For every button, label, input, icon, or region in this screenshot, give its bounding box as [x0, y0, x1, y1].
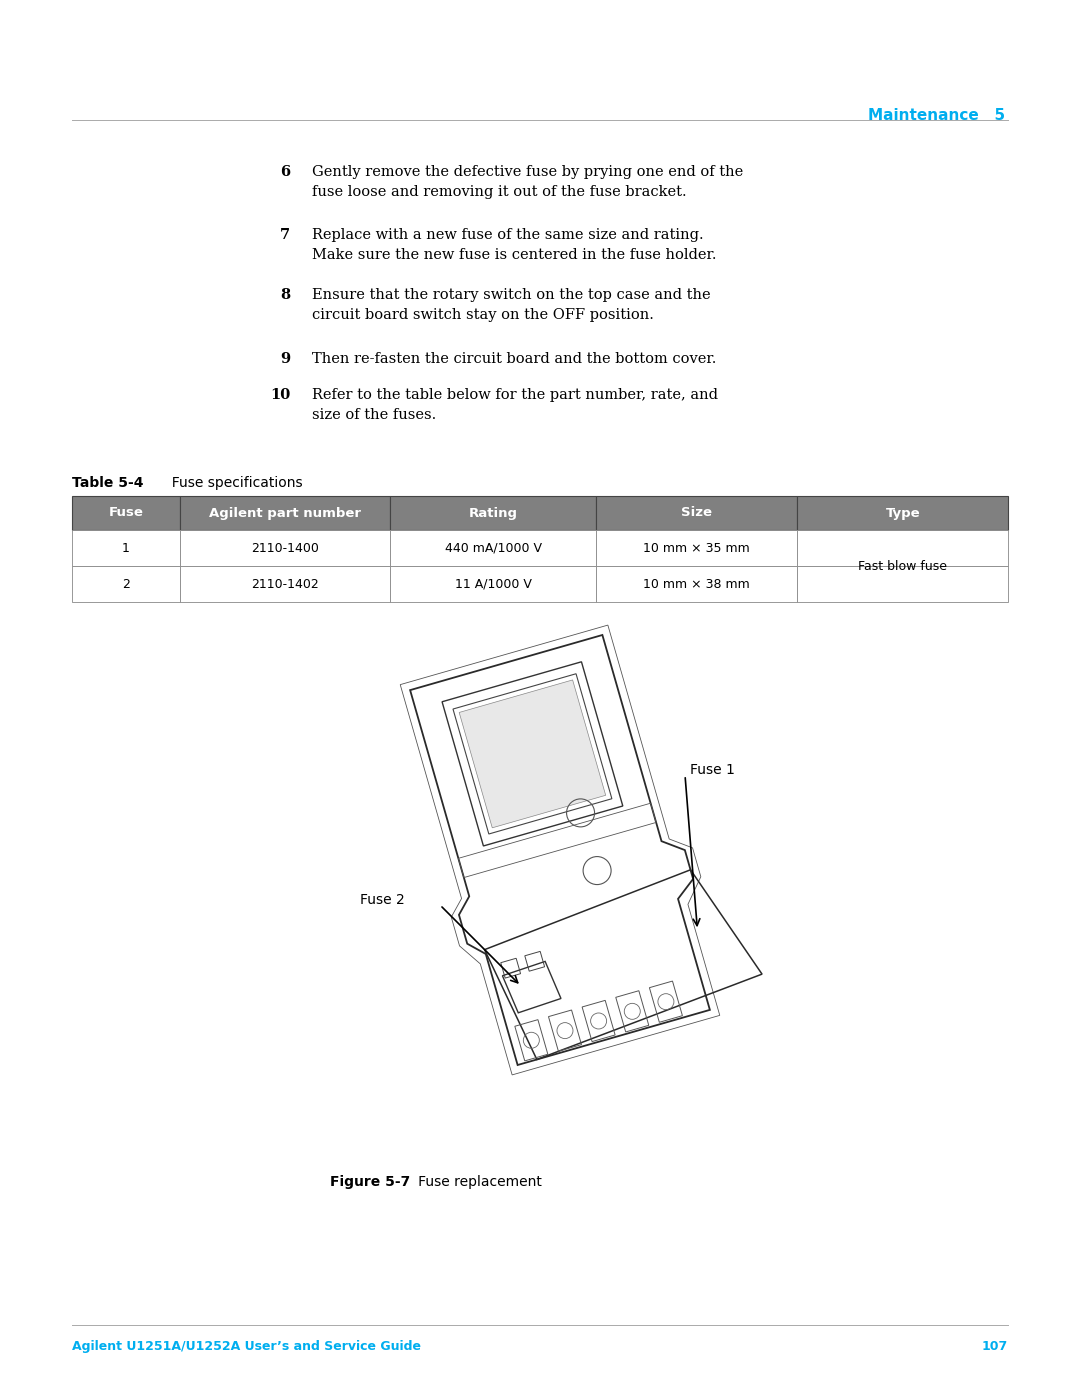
Text: Fuse 1: Fuse 1	[690, 763, 734, 777]
Text: Fuse replacement: Fuse replacement	[405, 1175, 542, 1189]
Bar	[797, 529, 1008, 566]
Bar	[596, 566, 797, 602]
Text: Then re-fasten the circuit board and the bottom cover.: Then re-fasten the circuit board and the…	[312, 352, 716, 366]
Text: Figure 5-7: Figure 5-7	[330, 1175, 410, 1189]
Text: 107: 107	[982, 1340, 1008, 1354]
Text: Fuse 2: Fuse 2	[360, 893, 405, 907]
Bar	[72, 566, 179, 602]
Text: 10 mm × 38 mm: 10 mm × 38 mm	[644, 577, 751, 591]
Bar	[390, 496, 596, 529]
Text: 2110-1400: 2110-1400	[251, 542, 319, 555]
Bar	[797, 566, 1008, 602]
Bar	[72, 529, 179, 566]
Bar	[390, 566, 596, 602]
Text: Refer to the table below for the part number, rate, and
size of the fuses.: Refer to the table below for the part nu…	[312, 388, 718, 422]
Bar	[390, 529, 596, 566]
Bar	[797, 496, 1008, 529]
Text: Fuse specifications: Fuse specifications	[163, 476, 302, 490]
Text: 9: 9	[280, 352, 291, 366]
Text: Rating: Rating	[469, 507, 517, 520]
Text: Agilent part number: Agilent part number	[208, 507, 361, 520]
Text: Maintenance   5: Maintenance 5	[868, 108, 1005, 123]
Bar	[72, 496, 179, 529]
Text: Fuse: Fuse	[108, 507, 144, 520]
Text: 440 mA/1000 V: 440 mA/1000 V	[445, 542, 542, 555]
Text: Agilent U1251A/U1252A User’s and Service Guide: Agilent U1251A/U1252A User’s and Service…	[72, 1340, 421, 1354]
Text: Table 5-4: Table 5-4	[72, 476, 144, 490]
Text: 7: 7	[280, 228, 291, 242]
Text: 8: 8	[280, 288, 291, 302]
Text: 11 A/1000 V: 11 A/1000 V	[455, 577, 531, 591]
Text: 1: 1	[122, 542, 130, 555]
Text: Type: Type	[886, 507, 920, 520]
Text: 2110-1402: 2110-1402	[251, 577, 319, 591]
Bar	[179, 566, 390, 602]
Text: Fast blow fuse: Fast blow fuse	[859, 560, 947, 573]
Text: Gently remove the defective fuse by prying one end of the
fuse loose and removin: Gently remove the defective fuse by pryi…	[312, 165, 743, 198]
Bar	[596, 496, 797, 529]
Text: 6: 6	[280, 165, 291, 179]
Polygon shape	[459, 680, 606, 828]
Text: Replace with a new fuse of the same size and rating.
Make sure the new fuse is c: Replace with a new fuse of the same size…	[312, 228, 716, 263]
Bar	[596, 529, 797, 566]
Text: Size: Size	[681, 507, 713, 520]
Bar	[179, 529, 390, 566]
Text: Ensure that the rotary switch on the top case and the
circuit board switch stay : Ensure that the rotary switch on the top…	[312, 288, 711, 323]
Bar	[179, 496, 390, 529]
Text: 2: 2	[122, 577, 130, 591]
Text: 10 mm × 35 mm: 10 mm × 35 mm	[644, 542, 751, 555]
Text: 10: 10	[270, 388, 291, 402]
